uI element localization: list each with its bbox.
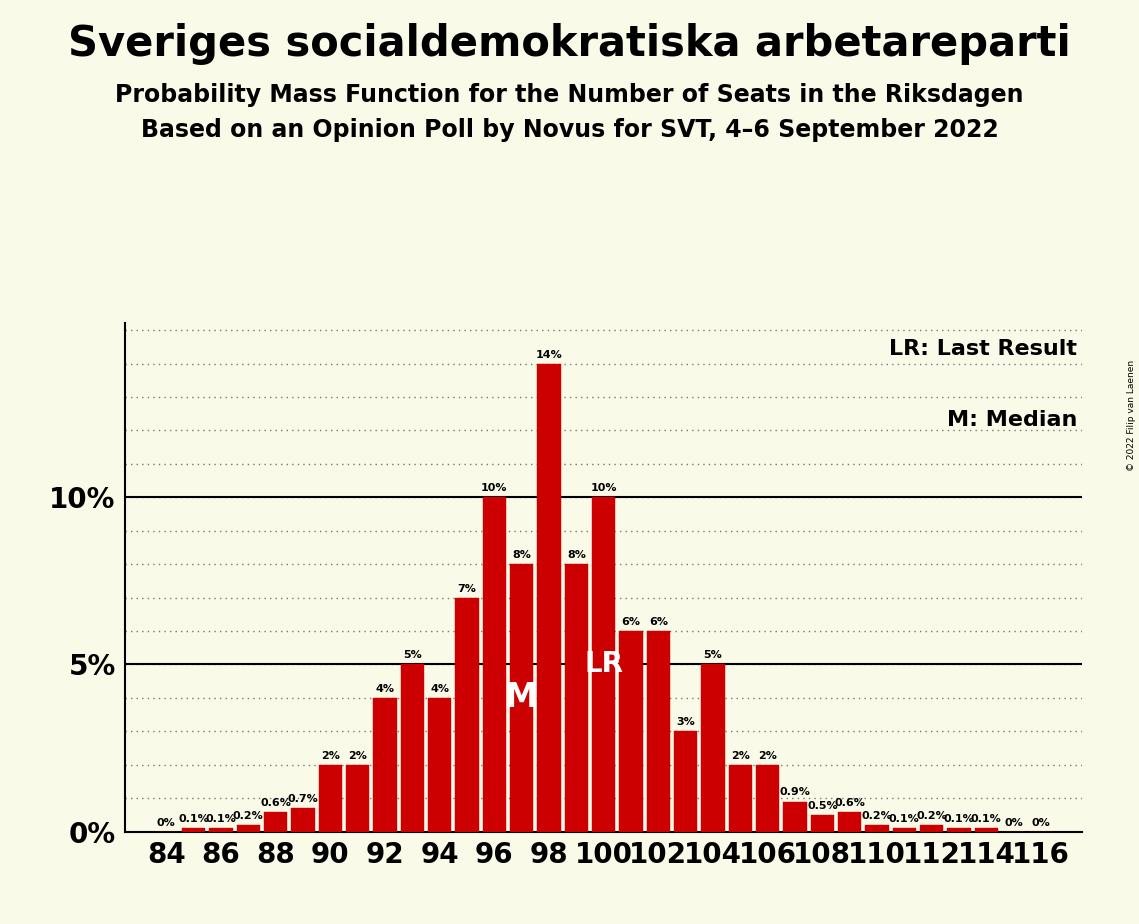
Text: 6%: 6% (649, 617, 667, 627)
Bar (319, 765, 342, 832)
Text: 7%: 7% (458, 584, 476, 593)
Text: Probability Mass Function for the Number of Seats in the Riksdagen: Probability Mass Function for the Number… (115, 83, 1024, 107)
Text: 8%: 8% (513, 550, 531, 560)
Text: 0.2%: 0.2% (233, 811, 263, 821)
Text: 0%: 0% (1005, 818, 1023, 828)
Text: 0.1%: 0.1% (944, 814, 974, 824)
Bar (428, 698, 451, 832)
Text: 5%: 5% (704, 650, 722, 661)
Text: 10%: 10% (481, 483, 508, 493)
Text: 5%: 5% (403, 650, 421, 661)
Bar (647, 631, 670, 832)
Bar (702, 664, 724, 832)
Bar (210, 828, 232, 832)
Text: 0%: 0% (157, 818, 175, 828)
Text: 0.2%: 0.2% (862, 811, 892, 821)
Text: 14%: 14% (535, 349, 563, 359)
Text: 4%: 4% (431, 684, 449, 694)
Text: 0.5%: 0.5% (808, 801, 837, 811)
Bar (620, 631, 642, 832)
Text: 0.2%: 0.2% (917, 811, 947, 821)
Text: 6%: 6% (622, 617, 640, 627)
Text: 8%: 8% (567, 550, 585, 560)
Bar (975, 828, 998, 832)
Text: 0.7%: 0.7% (288, 795, 318, 804)
Bar (674, 731, 697, 832)
Text: LR: LR (584, 650, 623, 678)
Bar (264, 811, 287, 832)
Text: 0.1%: 0.1% (206, 814, 236, 824)
Text: 2%: 2% (759, 750, 777, 760)
Text: 3%: 3% (677, 717, 695, 727)
Text: 0.1%: 0.1% (890, 814, 919, 824)
Bar (483, 497, 506, 832)
Text: 0.9%: 0.9% (779, 787, 811, 797)
Bar (346, 765, 369, 832)
Text: 4%: 4% (376, 684, 394, 694)
Bar (866, 825, 888, 832)
Text: Based on an Opinion Poll by Novus for SVT, 4–6 September 2022: Based on an Opinion Poll by Novus for SV… (140, 118, 999, 142)
Bar (182, 828, 205, 832)
Bar (456, 598, 478, 832)
Bar (565, 565, 588, 832)
Bar (811, 815, 834, 832)
Text: 0.6%: 0.6% (260, 797, 292, 808)
Bar (592, 497, 615, 832)
Bar (538, 363, 560, 832)
Text: 0.1%: 0.1% (179, 814, 208, 824)
Text: LR: Last Result: LR: Last Result (890, 338, 1077, 359)
Text: 2%: 2% (731, 750, 749, 760)
Text: M: Median: M: Median (947, 410, 1077, 430)
Bar (784, 801, 806, 832)
Text: 0%: 0% (1032, 818, 1050, 828)
Bar (756, 765, 779, 832)
Bar (948, 828, 970, 832)
Bar (401, 664, 424, 832)
Bar (893, 828, 916, 832)
Text: 2%: 2% (321, 750, 339, 760)
Bar (237, 825, 260, 832)
Bar (920, 825, 943, 832)
Bar (838, 811, 861, 832)
Text: 10%: 10% (590, 483, 617, 493)
Bar (374, 698, 396, 832)
Text: Sveriges socialdemokratiska arbetareparti: Sveriges socialdemokratiska arbetarepart… (68, 23, 1071, 65)
Text: 0.6%: 0.6% (834, 797, 866, 808)
Text: 2%: 2% (349, 750, 367, 760)
Text: M: M (505, 681, 539, 714)
Bar (292, 808, 314, 832)
Text: 0.1%: 0.1% (972, 814, 1001, 824)
Text: © 2022 Filip van Laenen: © 2022 Filip van Laenen (1126, 360, 1136, 471)
Bar (729, 765, 752, 832)
Bar (510, 565, 533, 832)
